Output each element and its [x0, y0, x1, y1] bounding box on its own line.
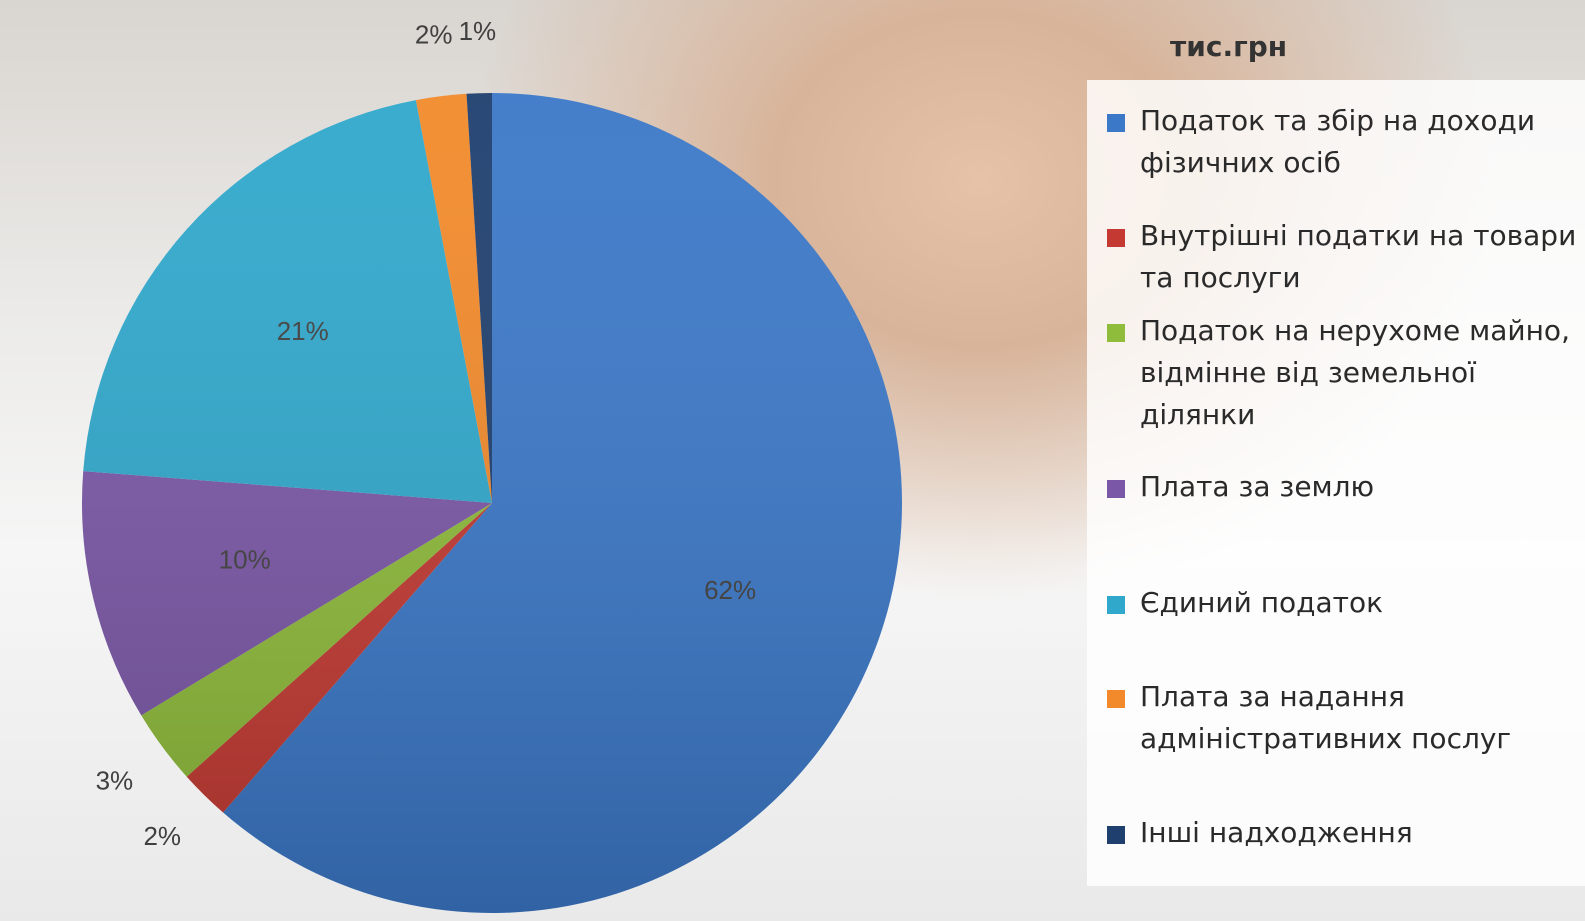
legend-swatch — [1107, 690, 1125, 708]
data-label: 10% — [219, 545, 271, 575]
legend-label: Плата за землю — [1140, 470, 1375, 503]
data-label: 1% — [459, 16, 497, 46]
legend-item: Інші надходження — [1107, 812, 1577, 854]
legend-item: Податок на нерухоме майно, відмінне від … — [1107, 310, 1577, 436]
legend-swatch — [1107, 324, 1125, 342]
legend-label: Інші надходження — [1140, 816, 1413, 849]
chart-title: тис.грн — [1170, 30, 1288, 63]
data-label: 2% — [415, 20, 453, 50]
legend-item: Внутрішні податки на товари та послуги — [1107, 215, 1577, 299]
legend-item: Плата за землю — [1107, 466, 1577, 508]
legend-label: Плата за надання адміністративних послуг — [1140, 680, 1512, 755]
data-label: 2% — [143, 821, 181, 851]
legend-item: Єдиний податок — [1107, 582, 1577, 624]
legend-swatch — [1107, 114, 1125, 132]
legend-item: Податок та збір на доходи фізичних осіб — [1107, 100, 1577, 184]
data-label: 21% — [277, 316, 329, 346]
data-label: 3% — [96, 766, 134, 796]
legend-swatch — [1107, 480, 1125, 498]
legend-label: Податок на нерухоме майно, відмінне від … — [1140, 314, 1570, 431]
legend-swatch — [1107, 596, 1125, 614]
legend-label: Внутрішні податки на товари та послуги — [1140, 219, 1577, 294]
legend-label: Єдиний податок — [1140, 586, 1384, 619]
data-label: 62% — [704, 575, 756, 605]
legend-swatch — [1107, 229, 1125, 247]
legend-item: Плата за надання адміністративних послуг — [1107, 676, 1577, 760]
legend: Податок та збір на доходи фізичних осіб В… — [1087, 80, 1585, 886]
legend-swatch — [1107, 826, 1125, 844]
legend-label: Податок та збір на доходи фізичних осіб — [1140, 104, 1536, 179]
